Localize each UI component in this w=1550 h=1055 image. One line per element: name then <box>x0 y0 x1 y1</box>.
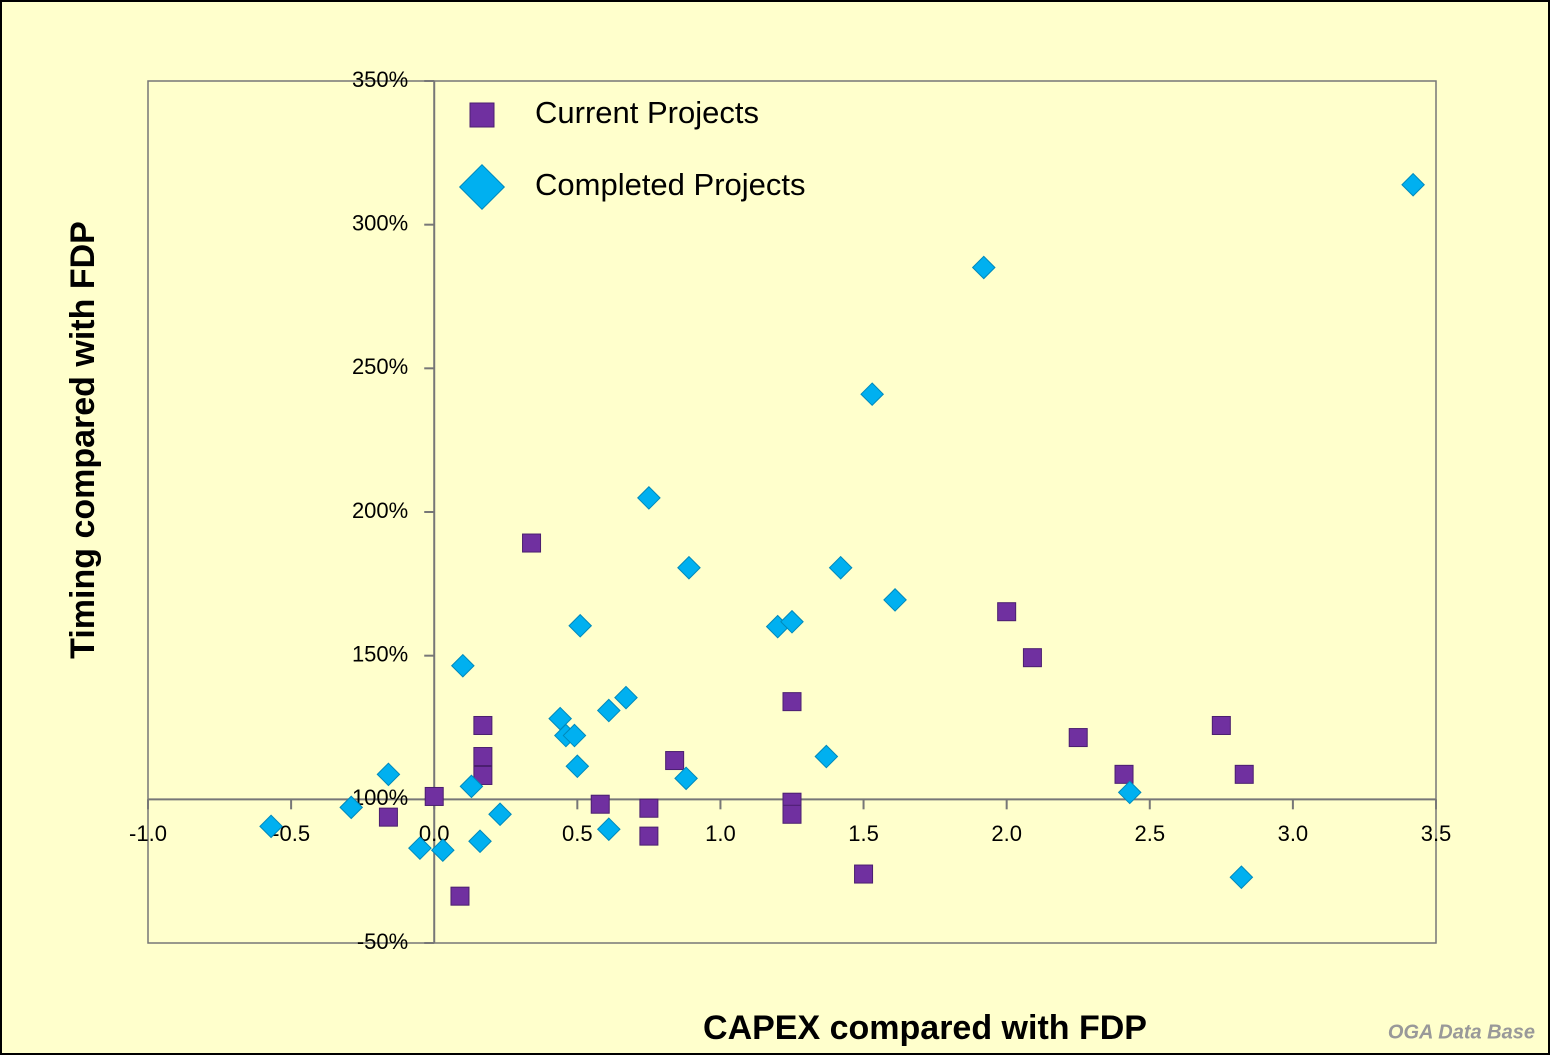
point <box>522 533 542 553</box>
y-tick-label: 200% <box>352 498 408 523</box>
point <box>1117 780 1142 805</box>
point <box>814 744 839 769</box>
point <box>424 786 444 806</box>
source-note: OGA Data Base <box>1388 1021 1535 1043</box>
point <box>828 555 853 580</box>
x-tick-label: -1.0 <box>129 821 167 846</box>
point <box>596 817 621 842</box>
point <box>614 685 638 710</box>
y-tick-label: 250% <box>352 354 408 379</box>
legend-label: Current Projects <box>535 95 759 130</box>
point <box>408 836 432 861</box>
point <box>1229 865 1254 890</box>
point <box>596 698 621 723</box>
point <box>1022 648 1042 668</box>
point <box>637 486 661 510</box>
point <box>639 826 659 846</box>
point <box>488 802 512 827</box>
point <box>971 255 996 280</box>
x-tick-label: 2.5 <box>1134 821 1165 846</box>
point <box>468 829 492 854</box>
x-tick-label: 1.0 <box>705 821 736 846</box>
point <box>782 692 802 712</box>
x-tick-label: 2.0 <box>991 821 1022 846</box>
point <box>1114 764 1134 784</box>
legend-marker <box>458 163 506 211</box>
y-tick-label: 150% <box>352 641 408 666</box>
point <box>1068 728 1088 748</box>
x-tick-label: 1.5 <box>848 821 879 846</box>
y-tick-label: -50% <box>357 929 408 954</box>
point <box>854 864 874 884</box>
legend-marker <box>469 102 495 128</box>
point <box>590 794 610 814</box>
point <box>782 804 802 824</box>
y-axis-title: Timing compared with FDP <box>64 221 102 659</box>
point <box>860 382 885 407</box>
point <box>997 602 1017 622</box>
point <box>883 588 907 612</box>
y-tick-label: 350% <box>352 67 408 92</box>
x-tick-label: 3.0 <box>1278 821 1309 846</box>
point <box>568 613 593 638</box>
point <box>378 807 398 827</box>
point <box>430 838 455 863</box>
point <box>665 751 685 771</box>
point <box>780 609 804 634</box>
x-tick-label: 0.5 <box>562 821 593 846</box>
point <box>459 774 484 799</box>
point <box>1211 715 1231 735</box>
point <box>473 715 493 735</box>
point <box>339 795 364 820</box>
legend-label: Completed Projects <box>535 167 806 202</box>
point <box>639 798 659 818</box>
x-axis-title: CAPEX compared with FDP <box>703 1009 1147 1047</box>
point <box>674 766 698 791</box>
point <box>450 653 475 678</box>
x-tick-label: 3.5 <box>1421 821 1452 846</box>
point <box>473 765 493 785</box>
point <box>259 814 283 839</box>
point <box>677 555 701 580</box>
point <box>1401 172 1425 197</box>
point <box>562 723 587 748</box>
point <box>450 886 470 906</box>
point <box>376 762 401 787</box>
plot-frame <box>147 80 1437 944</box>
point <box>1234 764 1254 784</box>
y-tick-label: 300% <box>352 210 408 235</box>
point <box>473 747 493 767</box>
point <box>565 754 590 779</box>
